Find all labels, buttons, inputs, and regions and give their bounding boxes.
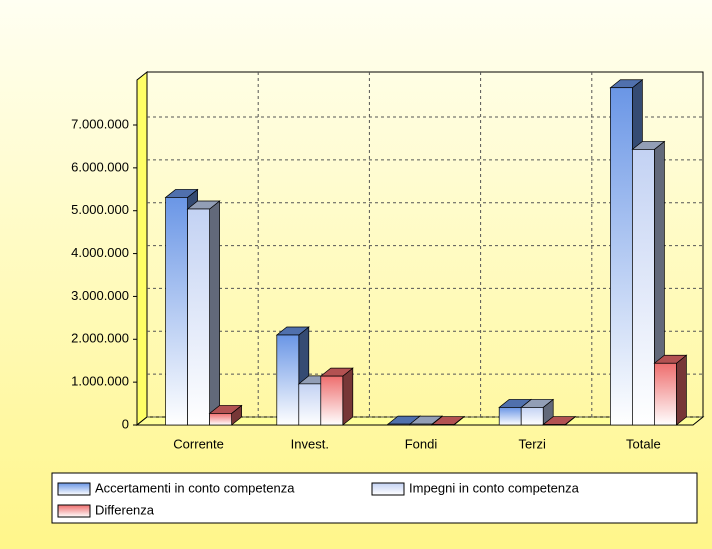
legend-label: Accertamenti in conto competenza <box>95 480 295 495</box>
x-tick-label: Invest. <box>291 436 329 451</box>
y-tick-label: 5.000.000 <box>71 202 129 217</box>
bar-side <box>676 354 687 426</box>
bar <box>187 208 210 426</box>
y-tick-label: 4.000.000 <box>71 245 129 260</box>
bar <box>632 149 655 426</box>
y-tick-label: 7.000.000 <box>71 116 129 131</box>
legend-label: Differenza <box>95 502 155 517</box>
bar <box>209 413 232 426</box>
bar <box>387 423 411 426</box>
legend-swatch <box>57 504 91 518</box>
x-tick-label: Corrente <box>173 436 224 451</box>
bar <box>320 375 344 426</box>
bar <box>165 197 188 426</box>
bar <box>520 407 544 426</box>
bar <box>654 362 677 426</box>
legend-swatch <box>371 482 405 496</box>
y-tick-label: 6.000.000 <box>71 159 129 174</box>
bar <box>298 383 322 426</box>
x-tick-label: Terzi <box>518 436 546 451</box>
legend-swatch <box>57 482 91 496</box>
y-tick-label: 2.000.000 <box>71 331 129 346</box>
legend-label: Impegni in conto competenza <box>409 480 580 495</box>
bar <box>276 334 300 426</box>
bar <box>610 87 633 426</box>
x-tick-label: Fondi <box>405 436 438 451</box>
bar-side <box>342 367 354 426</box>
back-wall <box>147 71 704 417</box>
bar <box>409 423 433 426</box>
bar-side <box>209 200 220 426</box>
left-wall <box>136 70 148 427</box>
legend-box <box>51 472 698 524</box>
y-tick-label: 0 <box>122 416 129 431</box>
y-tick-label: 3.000.000 <box>71 288 129 303</box>
bar <box>498 407 522 426</box>
x-tick-label: Totale <box>626 436 661 451</box>
y-tick-label: 1.000.000 <box>71 374 129 389</box>
